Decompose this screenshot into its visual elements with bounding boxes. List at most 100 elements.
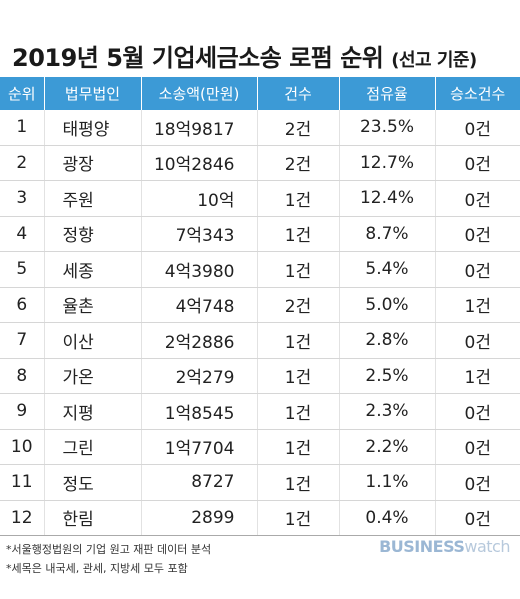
- table-row: 12 한림 2899 1건 0.4% 0건: [0, 500, 520, 536]
- cell-share: 2.8%: [339, 322, 436, 359]
- cell-count: 1건: [257, 429, 340, 465]
- logo-light: watch: [464, 537, 510, 556]
- cell-share: 2.3%: [339, 393, 436, 430]
- cell-count: 1건: [257, 393, 340, 430]
- cell-wins: 0건: [435, 251, 520, 288]
- cell-amount: 18억9817: [141, 110, 258, 146]
- cell-share: 8.7%: [339, 216, 436, 252]
- cell-firm: 이산: [44, 322, 142, 359]
- cell-rank: 10: [0, 429, 45, 465]
- page-title: 2019년 5월 기업세금소송 로펌 순위 (선고 기준): [12, 38, 477, 73]
- cell-amount: 2899: [141, 500, 258, 536]
- cell-wins: 1건: [435, 287, 520, 323]
- cell-wins: 0건: [435, 216, 520, 252]
- cell-firm: 정도: [44, 464, 142, 501]
- cell-wins: 0건: [435, 393, 520, 430]
- title-sub: (선고 기준): [391, 50, 477, 71]
- cell-rank: 2: [0, 145, 45, 181]
- cell-count: 2건: [257, 145, 340, 181]
- table-row: 5 세종 4억3980 1건 5.4% 0건: [0, 251, 520, 288]
- table-row: 7 이산 2억2886 1건 2.8% 0건: [0, 322, 520, 359]
- cell-firm: 광장: [44, 145, 142, 181]
- cell-share: 23.5%: [339, 110, 436, 146]
- cell-rank: 8: [0, 358, 45, 394]
- header-firm: 법무법인: [44, 77, 142, 110]
- cell-count: 1건: [257, 464, 340, 501]
- cell-count: 2건: [257, 110, 340, 146]
- cell-firm: 그린: [44, 429, 142, 465]
- cell-rank: 1: [0, 110, 45, 146]
- header-amount: 소송액(만원): [141, 77, 258, 110]
- cell-amount: 7억343: [141, 216, 258, 252]
- cell-rank: 6: [0, 287, 45, 323]
- cell-amount: 1억8545: [141, 393, 258, 430]
- cell-share: 5.4%: [339, 251, 436, 288]
- cell-amount: 4억3980: [141, 251, 258, 288]
- cell-amount: 10억: [141, 180, 258, 217]
- table-row: 3 주원 10억 1건 12.4% 0건: [0, 180, 520, 217]
- table-row: 11 정도 8727 1건 1.1% 0건: [0, 464, 520, 501]
- cell-share: 12.4%: [339, 180, 436, 217]
- title-main: 2019년 5월 기업세금소송 로펌 순위: [12, 44, 384, 72]
- footnote-scope: *세목은 내국세, 관세, 지방세 모두 포함: [6, 562, 188, 575]
- cell-rank: 3: [0, 180, 45, 217]
- table-body: 1 태평양 18억9817 2건 23.5% 0건 2 광장 10억2846 2건 12.7% 0건 3…: [0, 110, 520, 536]
- cell-share: 5.0%: [339, 287, 436, 323]
- logo-bold: BUSINESS: [379, 537, 465, 556]
- table-header-row: 순위 법무법인 소송액(만원) 건수 점유율 승소건수: [0, 77, 520, 110]
- businesswatch-logo: BUSINESSwatch: [379, 537, 510, 556]
- cell-amount: 4억748: [141, 287, 258, 323]
- cell-firm: 율촌: [44, 287, 142, 323]
- table-row: 8 가온 2억279 1건 2.5% 1건: [0, 358, 520, 394]
- cell-count: 1건: [257, 251, 340, 288]
- cell-firm: 태평양: [44, 110, 142, 146]
- table-row: 4 정향 7억343 1건 8.7% 0건: [0, 216, 520, 252]
- table-row: 9 지평 1억8545 1건 2.3% 0건: [0, 393, 520, 430]
- table-row: 6 율촌 4억748 2건 5.0% 1건: [0, 287, 520, 323]
- cell-count: 1건: [257, 322, 340, 359]
- header-wins: 승소건수: [435, 77, 520, 110]
- cell-amount: 8727: [141, 464, 258, 501]
- footnote-source: *서울행정법원의 기업 원고 재판 데이터 분석: [6, 543, 212, 556]
- cell-wins: 0건: [435, 322, 520, 359]
- cell-count: 1건: [257, 180, 340, 217]
- table-row: 10 그린 1억7704 1건 2.2% 0건: [0, 429, 520, 465]
- cell-count: 1건: [257, 358, 340, 394]
- cell-share: 1.1%: [339, 464, 436, 501]
- cell-rank: 4: [0, 216, 45, 252]
- cell-firm: 정향: [44, 216, 142, 252]
- cell-firm: 주원: [44, 180, 142, 217]
- cell-wins: 0건: [435, 180, 520, 217]
- cell-rank: 7: [0, 322, 45, 359]
- cell-rank: 12: [0, 500, 45, 536]
- cell-firm: 한림: [44, 500, 142, 536]
- cell-amount: 1억7704: [141, 429, 258, 465]
- cell-firm: 가온: [44, 358, 142, 394]
- cell-amount: 10억2846: [141, 145, 258, 181]
- cell-wins: 1건: [435, 358, 520, 394]
- cell-wins: 0건: [435, 464, 520, 501]
- cell-share: 12.7%: [339, 145, 436, 181]
- table-row: 1 태평양 18억9817 2건 23.5% 0건: [0, 110, 520, 146]
- cell-share: 2.2%: [339, 429, 436, 465]
- header-count: 건수: [257, 77, 340, 110]
- cell-rank: 5: [0, 251, 45, 288]
- cell-firm: 세종: [44, 251, 142, 288]
- cell-share: 0.4%: [339, 500, 436, 536]
- cell-wins: 0건: [435, 500, 520, 536]
- header-share: 점유율: [339, 77, 436, 110]
- header-rank: 순위: [0, 77, 45, 110]
- cell-firm: 지평: [44, 393, 142, 430]
- cell-count: 1건: [257, 216, 340, 252]
- cell-count: 1건: [257, 500, 340, 536]
- table-row: 2 광장 10억2846 2건 12.7% 0건: [0, 145, 520, 181]
- cell-wins: 0건: [435, 110, 520, 146]
- cell-wins: 0건: [435, 429, 520, 465]
- cell-amount: 2억279: [141, 358, 258, 394]
- cell-amount: 2억2886: [141, 322, 258, 359]
- cell-share: 2.5%: [339, 358, 436, 394]
- cell-rank: 11: [0, 464, 45, 501]
- cell-wins: 0건: [435, 145, 520, 181]
- cell-rank: 9: [0, 393, 45, 430]
- cell-count: 2건: [257, 287, 340, 323]
